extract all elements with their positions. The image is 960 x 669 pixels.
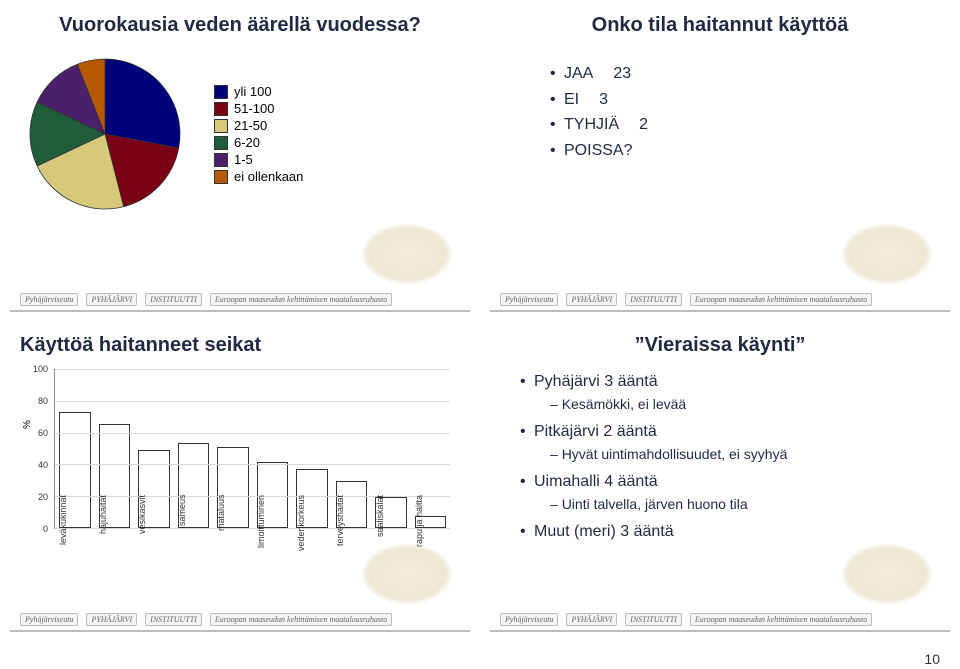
panel-vieraissa: ”Vieraissa käynti” •Pyhäjärvi 3 ääntäKes… — [480, 320, 960, 640]
list-item: •Pyhäjärvi 3 ääntä — [520, 369, 940, 395]
legend-item: 1-5 — [214, 152, 303, 167]
list-item: •TYHJIÄ2 — [550, 112, 940, 138]
x-label: vedenkorkeus — [296, 495, 328, 551]
legend-item: 51-100 — [214, 101, 303, 116]
x-label: leväkukinnat — [58, 495, 90, 551]
panel3-title: Käyttöä haitanneet seikat — [20, 334, 460, 357]
panel-pie: Vuorokausia veden äärellä vuodessa? yli … — [0, 0, 480, 320]
y-tick: 60 — [38, 428, 48, 438]
legend-swatch — [214, 85, 228, 99]
y-tick: 80 — [38, 396, 48, 406]
panel-bar: Käyttöä haitanneet seikat % 020406080100… — [0, 320, 480, 640]
grid-line — [55, 401, 450, 402]
decorative-fish — [362, 544, 452, 604]
y-tick: 100 — [33, 364, 48, 374]
legend-swatch — [214, 153, 228, 167]
legend-item: ei ollenkaan — [214, 169, 303, 184]
list-item: •Pitkäjärvi 2 ääntä — [520, 419, 940, 445]
legend-label: 21-50 — [234, 118, 267, 133]
list-item: •EI3 — [550, 87, 940, 113]
pie-slice — [105, 59, 180, 148]
footer-logos: Pyhäjärviseutu PYHÄJÄRVI INSTITUUTTI Eur… — [500, 290, 940, 308]
footer-logos: Pyhäjärviseutu PYHÄJÄRVI INSTITUUTTI Eur… — [500, 610, 940, 628]
legend-item: yli 100 — [214, 84, 303, 99]
list-item: •JAA23 — [550, 61, 940, 87]
y-tick: 20 — [38, 492, 48, 502]
panel2-list: •JAA23•EI3•TYHJIÄ2•POISSA? — [540, 61, 940, 163]
y-tick: 40 — [38, 460, 48, 470]
x-label: hajuhaitat — [98, 495, 130, 551]
x-label: saaliskalat — [375, 495, 407, 551]
grid-line — [55, 464, 450, 465]
legend-label: ei ollenkaan — [234, 169, 303, 184]
legend-swatch — [214, 170, 228, 184]
bar-chart: % 020406080100 leväkukinnathajuhaitatves… — [50, 369, 450, 549]
legend-swatch — [214, 102, 228, 116]
list-item: •POISSA? — [550, 138, 940, 164]
legend-item: 21-50 — [214, 118, 303, 133]
panel4-list: •Pyhäjärvi 3 ääntäKesämökki, ei levää •Pi… — [510, 369, 940, 545]
list-item: •Uimahalli 4 ääntä — [520, 469, 940, 495]
legend-swatch — [214, 119, 228, 133]
x-label: limoittuminen — [256, 495, 288, 551]
footer-logos: Pyhäjärviseutu PYHÄJÄRVI INSTITUUTTI Eur… — [20, 290, 460, 308]
panel2-title: Onko tila haitannut käyttöä — [500, 14, 940, 37]
list-item: •Muut (meri) 3 ääntä — [520, 519, 940, 545]
legend-label: yli 100 — [234, 84, 272, 99]
decorative-fish — [362, 224, 452, 284]
legend-item: 6-20 — [214, 135, 303, 150]
pie-chart — [20, 49, 190, 219]
list-subitem: Uinti talvella, järven huono tila — [520, 493, 940, 515]
legend-label: 6-20 — [234, 135, 260, 150]
decorative-fish — [842, 544, 932, 604]
x-label: vesikasvit — [137, 495, 169, 551]
panel4-title: ”Vieraissa käynti” — [500, 334, 940, 357]
list-subitem: Hyvät uintimahdollisuudet, ei syyhyä — [520, 443, 940, 465]
x-label: terveyshaitat — [335, 495, 367, 551]
footer-logos: Pyhäjärviseutu PYHÄJÄRVI INSTITUUTTI Eur… — [20, 610, 460, 628]
pie-legend: yli 100 51-100 21-50 6-20 1-5 ei ollenkaan — [214, 82, 303, 186]
panel-onko-tila: Onko tila haitannut käyttöä •JAA23•EI3•T… — [480, 0, 960, 320]
list-subitem: Kesämökki, ei levää — [520, 393, 940, 415]
x-label: sameus — [177, 495, 209, 551]
panel1-title: Vuorokausia veden äärellä vuodessa? — [20, 14, 460, 37]
grid-line — [55, 433, 450, 434]
page-number: 10 — [924, 651, 940, 667]
legend-label: 1-5 — [234, 152, 253, 167]
y-tick: 0 — [43, 524, 48, 534]
decorative-fish — [842, 224, 932, 284]
legend-label: 51-100 — [234, 101, 274, 116]
x-label: mataluus — [216, 495, 248, 551]
legend-swatch — [214, 136, 228, 150]
x-label: rapu ja haitta — [414, 495, 446, 551]
grid-line — [55, 369, 450, 370]
